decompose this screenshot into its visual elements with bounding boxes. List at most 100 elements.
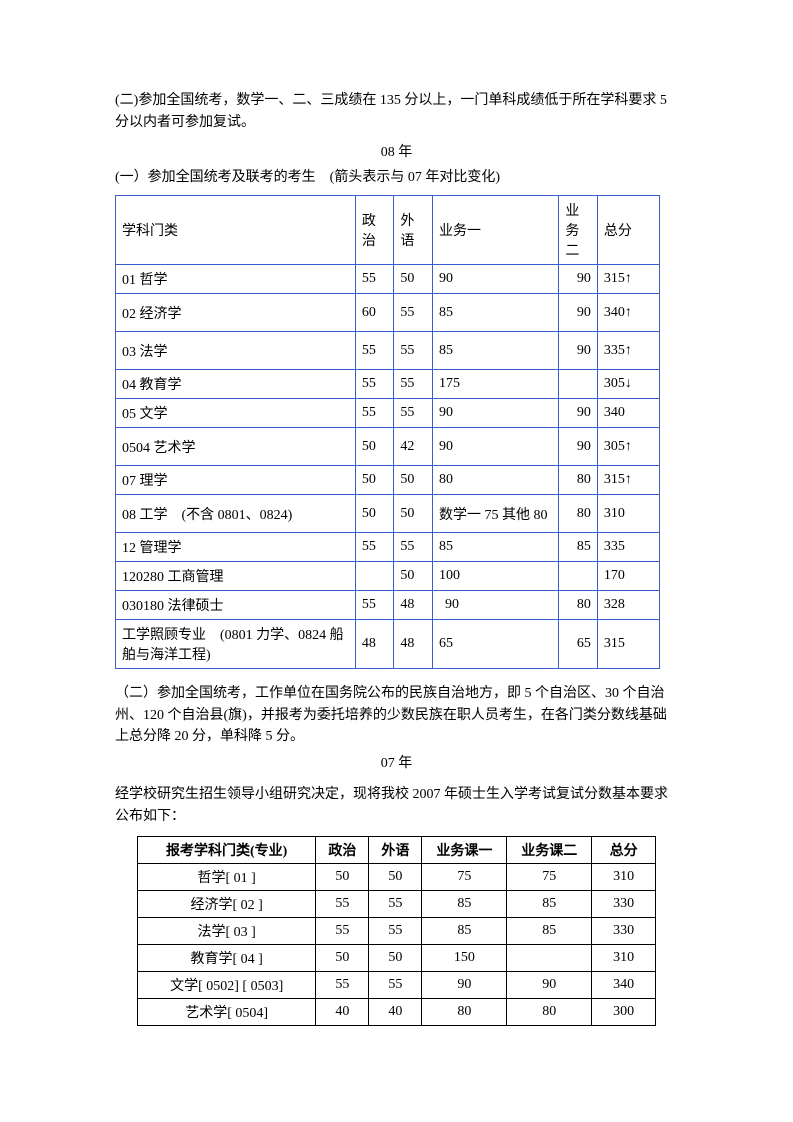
table-cell: 55 [316,917,369,944]
table-cell: 030180 法律硕士 [116,591,356,620]
table-cell: 55 [369,971,422,998]
table-cell: 80 [559,591,598,620]
table-cell: 90 [559,265,598,294]
table-cell: 300 [592,998,656,1025]
table-cell: 55 [355,265,394,294]
table-cell: 55 [355,370,394,399]
table-cell: 80 [559,495,598,533]
table-cell: 335 [597,533,659,562]
table-row: 艺术学[ 0504]40408080300 [138,998,656,1025]
table-cell: 310 [592,944,656,971]
table-cell: 55 [394,533,433,562]
table-row: 经济学[ 02 ]55558585330 [138,890,656,917]
table-cell: 03 法学 [116,332,356,370]
table-cell: 55 [355,533,394,562]
table-cell: 90 [432,428,558,466]
col-header-total: 总分 [597,196,659,265]
table-cell: 80 [559,466,598,495]
col-header-politics: 政治 [355,196,394,265]
table-cell: 08 工学 (不含 0801、0824) [116,495,356,533]
table-cell: 328 [597,591,659,620]
table-07: 报考学科门类(专业) 政治 外语 业务课一 业务课二 总分 哲学[ 01 ]50… [137,836,656,1026]
table-cell: 90 [507,971,592,998]
intro-paragraph: (二)参加全国统考，数学一、二、三成绩在 135 分以上，一门单科成绩低于所在学… [115,90,678,133]
table-cell: 340↑ [597,294,659,332]
table-cell: 55 [355,332,394,370]
table-cell: 55 [316,971,369,998]
table-cell: 85 [507,890,592,917]
table-row: 12 管理学55558585335 [116,533,660,562]
table-cell: 艺术学[ 0504] [138,998,316,1025]
table-row: 02 经济学60558590340↑ [116,294,660,332]
table-row: 05 文学55559090340 [116,399,660,428]
table-cell: 85 [432,332,558,370]
col-header-biz1: 业务一 [432,196,558,265]
table-cell: 90 [432,591,558,620]
table-cell: 65 [559,620,598,669]
table-cell: 315↑ [597,265,659,294]
table-cell: 85 [422,890,507,917]
table-cell: 90 [432,265,558,294]
table-cell: 305↑ [597,428,659,466]
table-row: 0504 艺术学50429090305↑ [116,428,660,466]
table-cell: 48 [355,620,394,669]
table-cell: 48 [394,620,433,669]
table-cell: 教育学[ 04 ] [138,944,316,971]
table-cell: 340 [597,399,659,428]
table-cell: 55 [394,294,433,332]
table-row: 03 法学55558590335↑ [116,332,660,370]
paragraph-07: 经学校研究生招生领导小组研究决定，现将我校 2007 年硕士生入学考试复试分数基… [115,784,678,827]
table-cell: 55 [369,890,422,917]
table-cell: 85 [432,294,558,332]
table-cell: 65 [432,620,558,669]
table-cell: 50 [316,944,369,971]
table-cell: 哲学[ 01 ] [138,863,316,890]
table-cell: 305↓ [597,370,659,399]
table-cell: 315 [597,620,659,669]
table-row: 法学[ 03 ]55558585330 [138,917,656,944]
table-cell: 50 [394,466,433,495]
table-cell: 80 [422,998,507,1025]
table-cell: 175 [432,370,558,399]
table-row: 哲学[ 01 ]50507575310 [138,863,656,890]
table-cell: 100 [432,562,558,591]
table-cell: 0504 艺术学 [116,428,356,466]
table-cell: 170 [597,562,659,591]
table-cell: 90 [432,399,558,428]
table-cell: 40 [316,998,369,1025]
table-cell: 50 [316,863,369,890]
table-cell: 50 [369,944,422,971]
table-cell: 150 [422,944,507,971]
col-header-biz2: 业务二 [559,196,598,265]
table-cell: 55 [355,399,394,428]
table-cell: 330 [592,890,656,917]
table-row: 07 理学50508080315↑ [116,466,660,495]
table-row: 教育学[ 04 ]5050150310 [138,944,656,971]
table-cell: 85 [422,917,507,944]
table-cell: 120280 工商管理 [116,562,356,591]
table-row: 文学[ 0502] [ 0503]55559090340 [138,971,656,998]
table-cell: 90 [422,971,507,998]
table-cell: 50 [355,466,394,495]
table-08: 学科门类 政治 外语 业务一 业务二 总分 01 哲学55509090315↑0… [115,195,660,669]
col-header-biz1: 业务课一 [422,836,507,863]
table-cell: 55 [316,890,369,917]
table-cell: 55 [355,591,394,620]
table-cell: 75 [507,863,592,890]
section-2-paragraph: （二）参加全国统考，工作单位在国务院公布的民族自治地方，即 5 个自治区、30 … [115,683,678,748]
table-cell: 工学照顾专业 (0801 力学、0824 船舶与海洋工程) [116,620,356,669]
table-cell: 90 [559,399,598,428]
table-cell: 经济学[ 02 ] [138,890,316,917]
table-cell: 90 [559,332,598,370]
table-cell: 50 [394,562,433,591]
table-cell: 12 管理学 [116,533,356,562]
table-row: 报考学科门类(专业) 政治 外语 业务课一 业务课二 总分 [138,836,656,863]
col-header-politics: 政治 [316,836,369,863]
table-row: 030180 法律硕士55489080328 [116,591,660,620]
table-cell [355,562,394,591]
table-cell [507,944,592,971]
table-cell: 80 [432,466,558,495]
col-header-foreign: 外语 [394,196,433,265]
table-cell: 310 [597,495,659,533]
table-cell: 55 [394,332,433,370]
